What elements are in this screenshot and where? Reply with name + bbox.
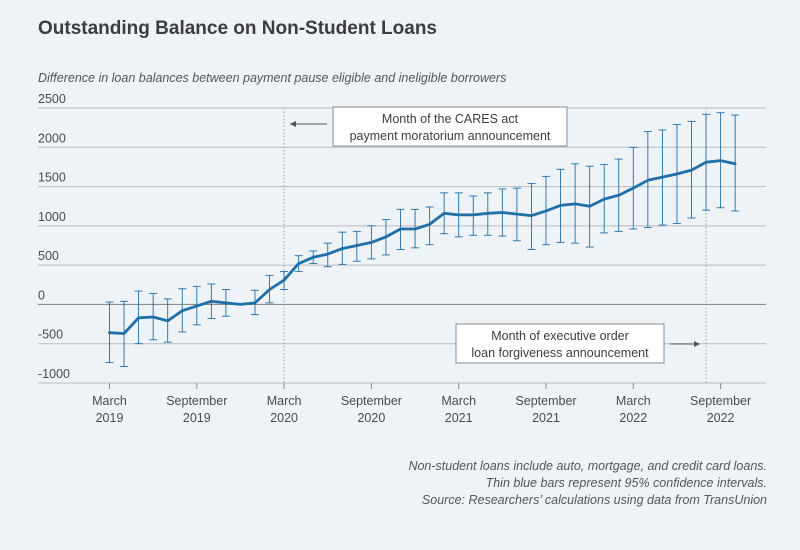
x-tick-label: March (441, 394, 476, 408)
note-confidence: Thin blue bars represent 95% confidence … (485, 476, 767, 490)
chart-notes: Non-student loans include auto, mortgage… (408, 458, 767, 509)
x-tick-label: 2019 (183, 411, 211, 425)
x-tick-label: 2020 (270, 411, 298, 425)
y-tick-label: 1000 (38, 210, 66, 224)
y-tick-label: -500 (38, 328, 63, 342)
x-tick-label: September (515, 394, 576, 408)
x-tick-label: 2022 (619, 411, 647, 425)
series-line (108, 159, 737, 335)
annotation-text: Month of executive order (491, 329, 629, 343)
x-tick-label: 2019 (96, 411, 124, 425)
x-tick-label: March (92, 394, 127, 408)
annotation-arrowhead (694, 341, 700, 347)
y-tick-label: 500 (38, 249, 59, 263)
note-source: Source: Researchers’ calculations using … (421, 493, 767, 507)
annotation-text: loan forgiveness announcement (471, 346, 649, 360)
annotation-text: Month of the CARES act (382, 112, 519, 126)
x-tick-label: March (616, 394, 651, 408)
annotation-arrowhead (290, 121, 296, 127)
x-tick-label: 2021 (445, 411, 473, 425)
x-tick-label: 2022 (707, 411, 735, 425)
x-tick-label: 2021 (532, 411, 560, 425)
y-tick-label: 0 (38, 288, 45, 302)
annotation-box (332, 106, 568, 147)
annotation-box (455, 323, 665, 364)
chart-title: Outstanding Balance on Non-Student Loans (38, 18, 437, 39)
x-tick-label: 2020 (357, 411, 385, 425)
x-tick-label: September (690, 394, 751, 408)
note-loans: Non-student loans include auto, mortgage… (408, 459, 767, 473)
x-tick-label: September (166, 394, 227, 408)
x-tick-label: September (341, 394, 402, 408)
y-tick-label: 2000 (38, 131, 66, 145)
y-tick-label: 2500 (38, 92, 66, 106)
y-tick-label: -1000 (38, 367, 70, 381)
chart-subtitle: Difference in loan balances between paym… (38, 71, 507, 85)
annotation-text: payment moratorium announcement (350, 129, 551, 143)
x-tick-label: March (267, 394, 302, 408)
y-tick-label: 1500 (38, 171, 66, 185)
